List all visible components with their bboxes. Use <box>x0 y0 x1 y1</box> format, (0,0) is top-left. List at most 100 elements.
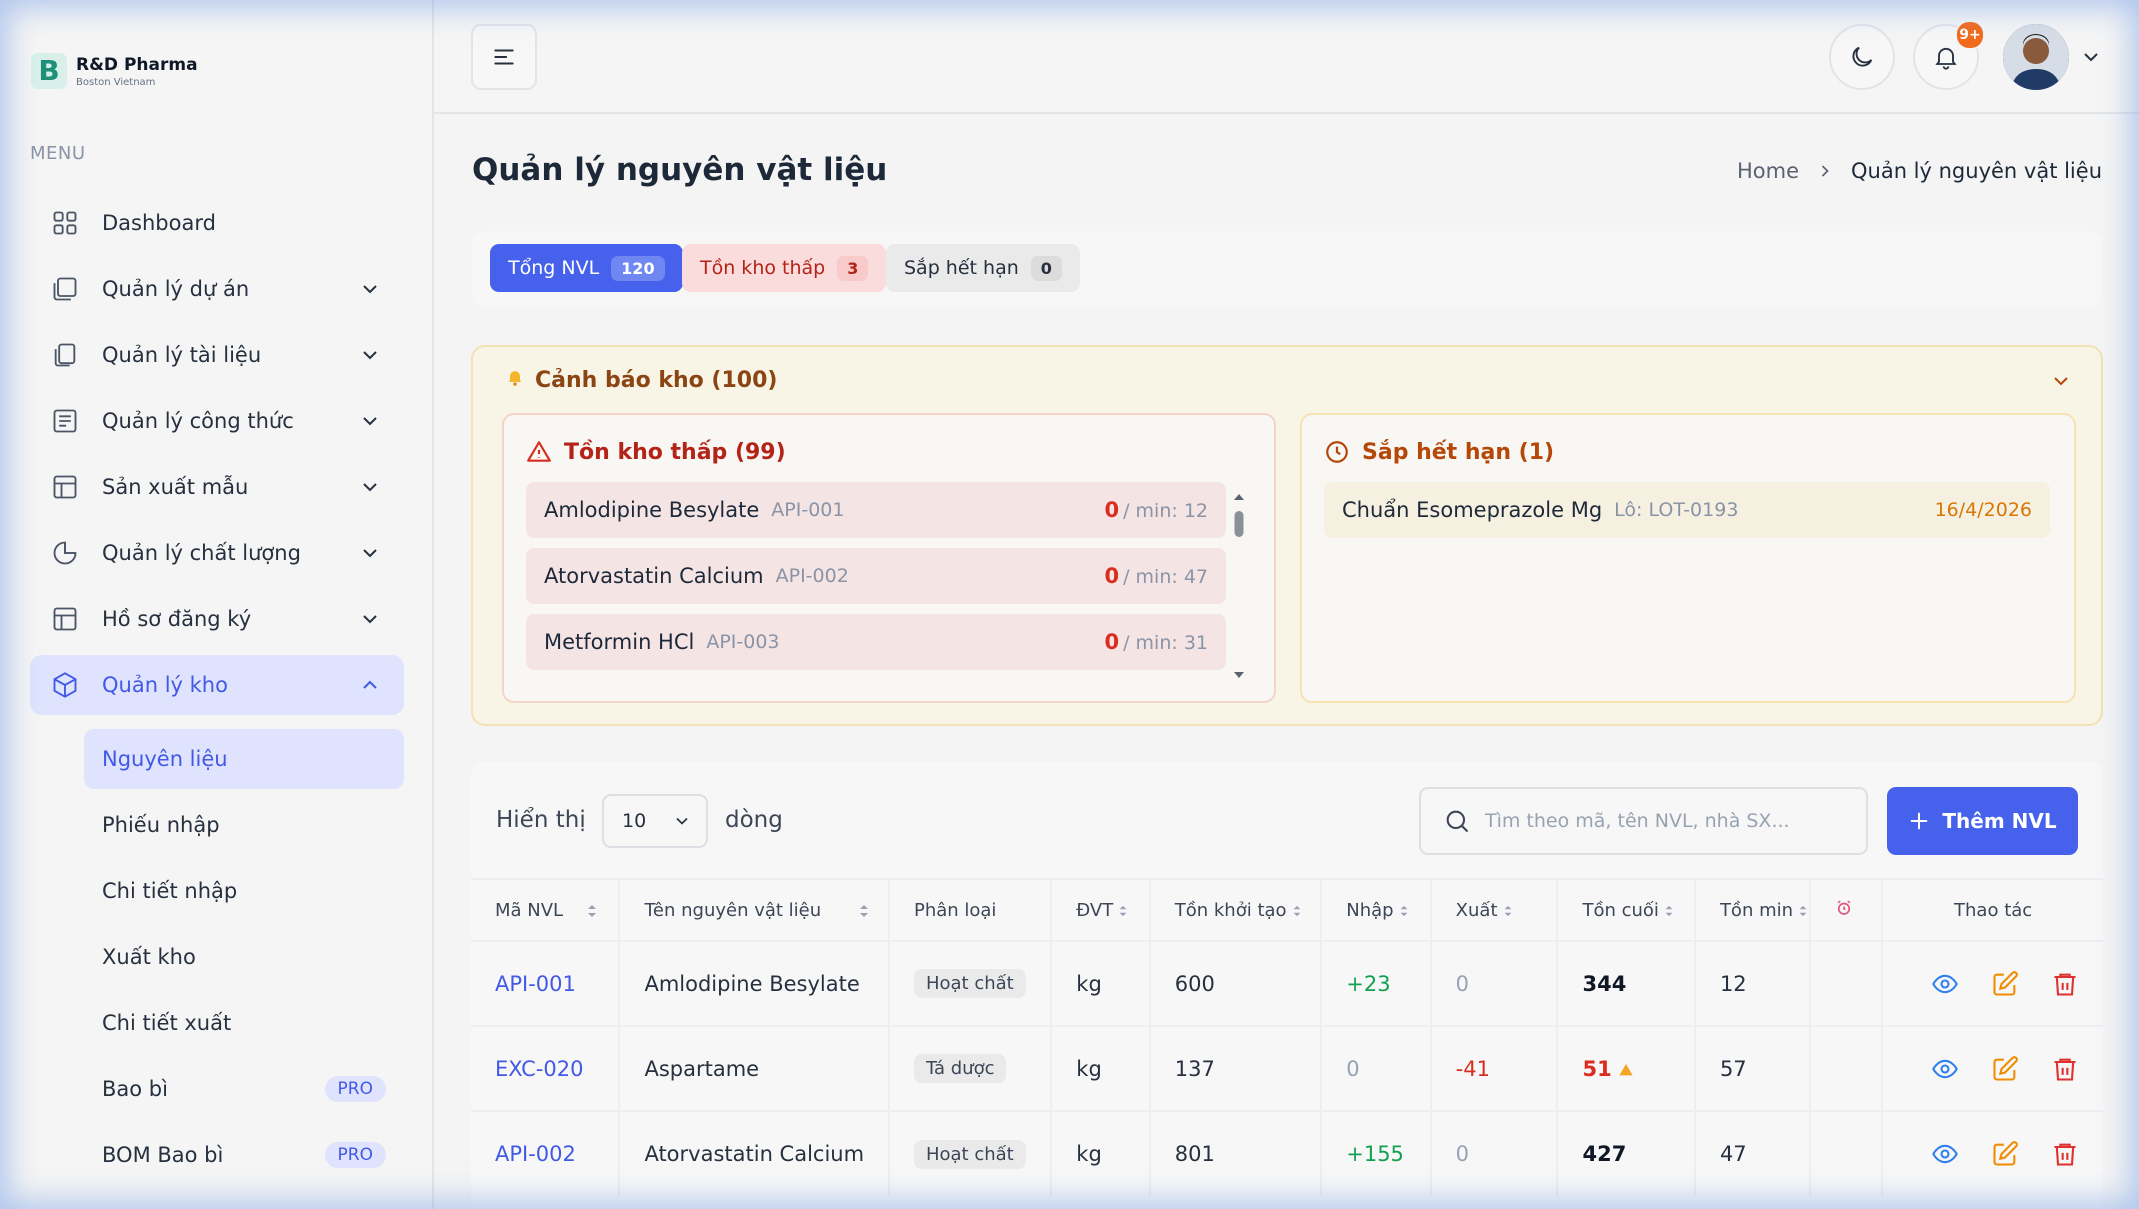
app-logo[interactable]: B R&D Pharma Boston Vietnam <box>31 53 198 89</box>
material-code-link[interactable]: API-001 <box>495 971 576 996</box>
stock-quantity: 0/ min: 31 <box>1104 630 1208 654</box>
category-badge: Tá dược <box>913 1054 1007 1083</box>
sidebar-item-dashboard[interactable]: Dashboard <box>30 193 404 253</box>
sidebar-item-sample-production[interactable]: Sản xuất mẫu <box>30 457 404 517</box>
min-quantity: / min: 47 <box>1123 566 1208 588</box>
breadcrumb-home-link[interactable]: Home <box>1736 159 1799 183</box>
stock-in: +155 <box>1321 1110 1432 1196</box>
tab-count: 0 <box>1030 255 1062 281</box>
submenu-item-packaging[interactable]: Bao bì PRO <box>84 1059 404 1119</box>
sidebar-item-formulas[interactable]: Quản lý công thức <box>30 391 404 451</box>
column-header-initial-stock[interactable]: Tồn khởi tạo <box>1149 878 1323 941</box>
sidebar-item-documents[interactable]: Quản lý tài liệu <box>30 325 404 385</box>
stock-alert-panel: Cảnh báo kho (100) Tồn kho thấp (99) Aml… <box>471 345 2103 726</box>
unit: kg <box>1051 1025 1151 1111</box>
low-stock-heading: Tồn kho thấp (99) <box>526 439 786 465</box>
material-code-link[interactable]: EXC-020 <box>495 1056 584 1081</box>
edit-button[interactable] <box>1990 1139 2020 1169</box>
tab-total-materials[interactable]: Tổng NVL 120 <box>490 244 683 292</box>
edit-button[interactable] <box>1990 969 2020 999</box>
low-stock-title: Tồn kho thấp (99) <box>564 439 786 465</box>
sidebar: B R&D Pharma Boston Vietnam MENU Dashboa… <box>0 0 434 1209</box>
tab-label: Tổng NVL <box>508 257 600 279</box>
column-header-unit[interactable]: ĐVT <box>1051 878 1151 941</box>
eye-icon <box>1932 1059 1958 1078</box>
alarm-cell <box>1810 940 1884 1026</box>
avatar[interactable] <box>2003 24 2069 90</box>
view-button[interactable] <box>1930 1054 1960 1084</box>
sidebar-item-projects[interactable]: Quản lý dự án <box>30 259 404 319</box>
list-item[interactable]: Metformin HCl API-003 0/ min: 31 <box>526 614 1226 670</box>
add-material-button[interactable]: Thêm NVL <box>1887 787 2078 855</box>
notifications-button[interactable]: 9+ <box>1913 20 1985 90</box>
stock-out: -41 <box>1430 1025 1559 1111</box>
column-header-out[interactable]: Xuất <box>1430 878 1559 941</box>
submenu-item-issues[interactable]: Xuất kho <box>102 945 196 969</box>
sidebar-item-quality[interactable]: Quản lý chất lượng <box>30 523 404 583</box>
materials-table: Mã NVL Tên nguyên vật liệu Phân loại ĐVT… <box>471 878 2103 1196</box>
menu-label: MENU <box>30 143 86 164</box>
sort-icon <box>1799 905 1807 916</box>
scrollbar[interactable] <box>1232 491 1246 681</box>
page-size-select[interactable]: 10 <box>602 794 708 848</box>
actions-cell <box>1882 940 2103 1026</box>
chevron-up-icon <box>363 680 377 689</box>
page-title: Quản lý nguyên vật liệu <box>472 152 888 188</box>
min-quantity: / min: 31 <box>1123 632 1208 654</box>
page-size-label: Hiển thị <box>496 807 586 833</box>
submenu-item-materials[interactable]: Nguyên liệu <box>84 729 404 789</box>
low-stock-panel: Tồn kho thấp (99) Amlodipine Besylate AP… <box>502 413 1276 703</box>
moon-icon <box>1852 46 1873 67</box>
list-item[interactable]: Chuẩn Esomeprazole Mg Lô: LOT-0193 16/4/… <box>1324 482 2050 538</box>
sort-icon <box>860 904 869 917</box>
warning-icon <box>1619 1063 1633 1075</box>
view-button[interactable] <box>1930 1139 1960 1169</box>
sidebar-item-label: Dashboard <box>102 211 216 235</box>
list-item[interactable]: Amlodipine Besylate API-001 0/ min: 12 <box>526 482 1226 538</box>
alarm-cell <box>1810 1025 1884 1111</box>
end-stock-cell: 51 <box>1557 1025 1696 1111</box>
logo-mark: B <box>31 53 67 89</box>
column-header-name[interactable]: Tên nguyên vật liệu <box>619 878 890 941</box>
chevron-down-icon <box>363 615 377 624</box>
column-header-code[interactable]: Mã NVL <box>471 878 621 941</box>
trash-icon <box>2054 1058 2076 1081</box>
initial-stock: 801 <box>1149 1110 1323 1196</box>
unit: kg <box>1051 940 1151 1026</box>
search-input[interactable] <box>1485 810 1825 832</box>
delete-button[interactable] <box>2050 1054 2080 1084</box>
submenu-item-receipts[interactable]: Phiếu nhập <box>102 813 220 837</box>
material-name: Atorvastatin Calcium <box>619 1110 890 1196</box>
view-button[interactable] <box>1930 969 1960 999</box>
edit-button[interactable] <box>1990 1054 2020 1084</box>
submenu-item-issue-details[interactable]: Chi tiết xuất <box>102 1011 232 1035</box>
submenu-item-packaging-bom[interactable]: BOM Bao bì PRO <box>84 1125 404 1185</box>
column-header-in[interactable]: Nhập <box>1321 878 1432 941</box>
stock-out: 0 <box>1430 940 1559 1026</box>
submenu-item-receipt-details[interactable]: Chi tiết nhập <box>102 879 238 903</box>
page-size-value: 10 <box>622 810 647 832</box>
actions-cell <box>1882 1110 2103 1196</box>
column-header-end-stock[interactable]: Tồn cuối <box>1557 878 1696 941</box>
chevron-down-icon[interactable] <box>2079 45 2103 69</box>
list-item[interactable]: Atorvastatin Calcium API-002 0/ min: 47 <box>526 548 1226 604</box>
delete-button[interactable] <box>2050 1139 2080 1169</box>
sidebar-item-label: Quản lý kho <box>102 673 228 697</box>
tab-low-stock[interactable]: Tồn kho thấp 3 <box>682 244 887 292</box>
delete-button[interactable] <box>2050 969 2080 999</box>
chevron-down-icon[interactable] <box>2049 369 2073 393</box>
material-code-link[interactable]: API-002 <box>495 1142 576 1166</box>
stock-alert-title: Cảnh báo kho (100) <box>535 367 778 393</box>
column-header-min-stock[interactable]: Tồn min <box>1694 878 1812 941</box>
dark-mode-toggle[interactable] <box>1829 24 1895 90</box>
stock-quantity: 0/ min: 47 <box>1104 564 1208 588</box>
table-icon <box>50 472 80 502</box>
tab-expiring[interactable]: Sắp hết hạn 0 <box>886 244 1080 292</box>
submenu-item-label: Bao bì <box>102 1077 168 1101</box>
tab-label: Sắp hết hạn <box>904 257 1019 279</box>
stock-alert-toggle[interactable]: Cảnh báo kho (100) <box>505 367 777 393</box>
initial-stock: 137 <box>1149 1025 1323 1111</box>
sidebar-item-warehouse[interactable]: Quản lý kho <box>30 655 404 715</box>
sidebar-item-registration[interactable]: Hồ sơ đăng ký <box>30 589 404 649</box>
sidebar-toggle-button[interactable] <box>471 24 537 90</box>
